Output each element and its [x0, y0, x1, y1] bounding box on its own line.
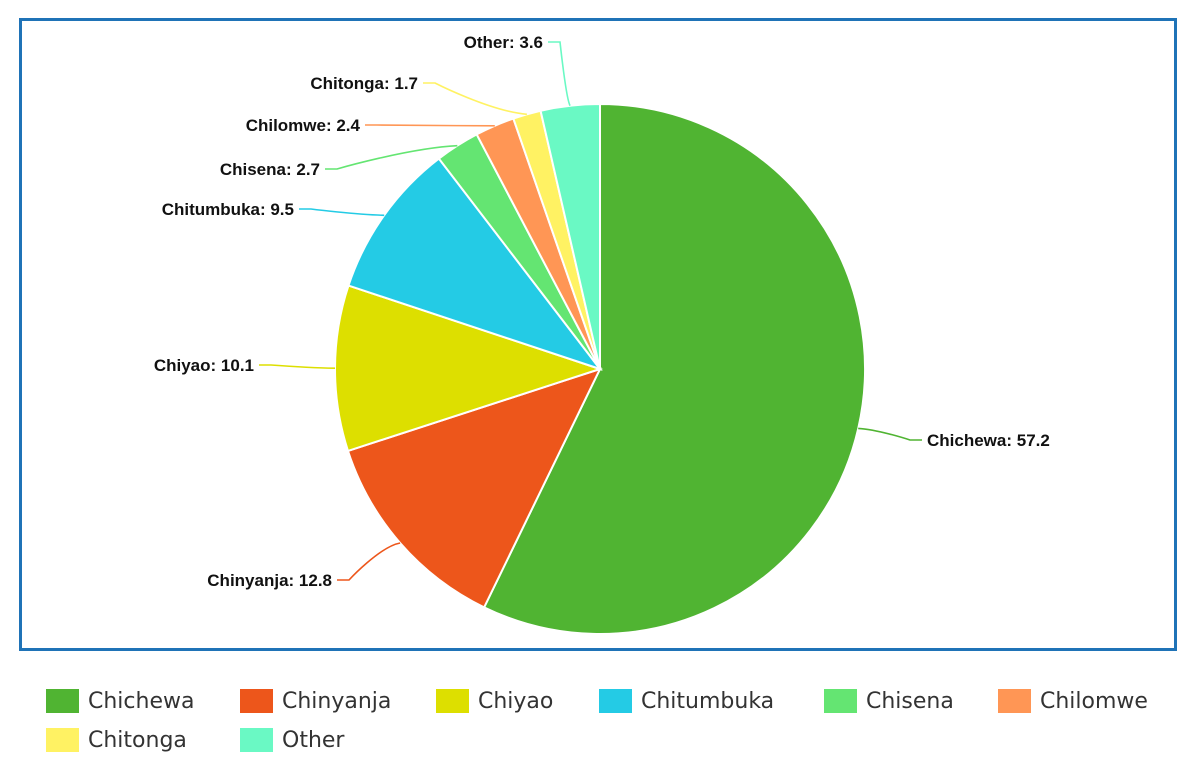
legend-label: Chiyao [478, 688, 554, 714]
data-label-other: Other: 3.6 [464, 33, 543, 52]
legend-swatch [436, 689, 469, 713]
chart-frame: Chichewa: 57.2 Chinyanja: 12.8 Chiyao: 10.… [19, 18, 1177, 651]
leader-line-chitonga [423, 82, 527, 116]
data-label-chisena: Chisena: 2.7 [220, 160, 320, 179]
legend-item-chichewa[interactable]: Chichewa [46, 686, 194, 716]
legend-label: Chichewa [88, 688, 195, 714]
pie-chart: Chichewa: 57.2 Chinyanja: 12.8 Chiyao: 10.… [154, 33, 1050, 635]
data-label-chiyao: Chiyao: 10.1 [154, 356, 254, 375]
pie-slice-chiyao[interactable] [334, 284, 604, 453]
leader-line-chitumbuka [299, 208, 385, 217]
legend-label: Chilomwe [1040, 688, 1148, 714]
legend-item-other[interactable]: Other [240, 725, 344, 755]
data-label-chitonga: Chitonga: 1.7 [310, 74, 418, 93]
legend-label: Chitonga [88, 727, 187, 753]
leader-line-chilomwe [365, 124, 495, 127]
data-label-chichewa: Chichewa: 57.2 [927, 431, 1050, 450]
pie-slice-other[interactable] [539, 102, 601, 370]
data-label-chitumbuka: Chitumbuka: 9.5 [162, 200, 294, 219]
leader-line-chichewa [858, 427, 922, 441]
legend-swatch [46, 689, 79, 713]
legend-swatch [240, 689, 273, 713]
legend-swatch [240, 728, 273, 752]
legend-label: Other [282, 727, 345, 753]
legend-swatch [998, 689, 1031, 713]
legend-label: Chitumbuka [641, 688, 775, 714]
legend-item-chisena[interactable]: Chisena [824, 686, 954, 716]
data-label-chinyanja: Chinyanja: 12.8 [207, 571, 332, 590]
legend-item-chinyanja[interactable]: Chinyanja [240, 686, 391, 716]
legend-label: Chisena [866, 688, 954, 714]
leader-line-chinyanja [337, 542, 401, 581]
data-label-chilomwe: Chilomwe: 2.4 [246, 116, 361, 135]
pie-slice-chichewa[interactable] [482, 102, 866, 635]
legend-item-chilomwe[interactable]: Chilomwe [998, 686, 1148, 716]
leader-line-chiyao [259, 364, 336, 369]
legend-swatch [599, 689, 632, 713]
legend-item-chitonga[interactable]: Chitonga [46, 725, 187, 755]
leader-line-other [548, 41, 571, 107]
pie-slice-chinyanja[interactable] [346, 367, 602, 609]
leader-line-chisena [325, 144, 458, 170]
legend-swatch [46, 728, 79, 752]
legend-item-chitumbuka[interactable]: Chitumbuka [599, 686, 774, 716]
legend-swatch [824, 689, 857, 713]
legend-item-chiyao[interactable]: Chiyao [436, 686, 553, 716]
legend-label: Chinyanja [282, 688, 392, 714]
